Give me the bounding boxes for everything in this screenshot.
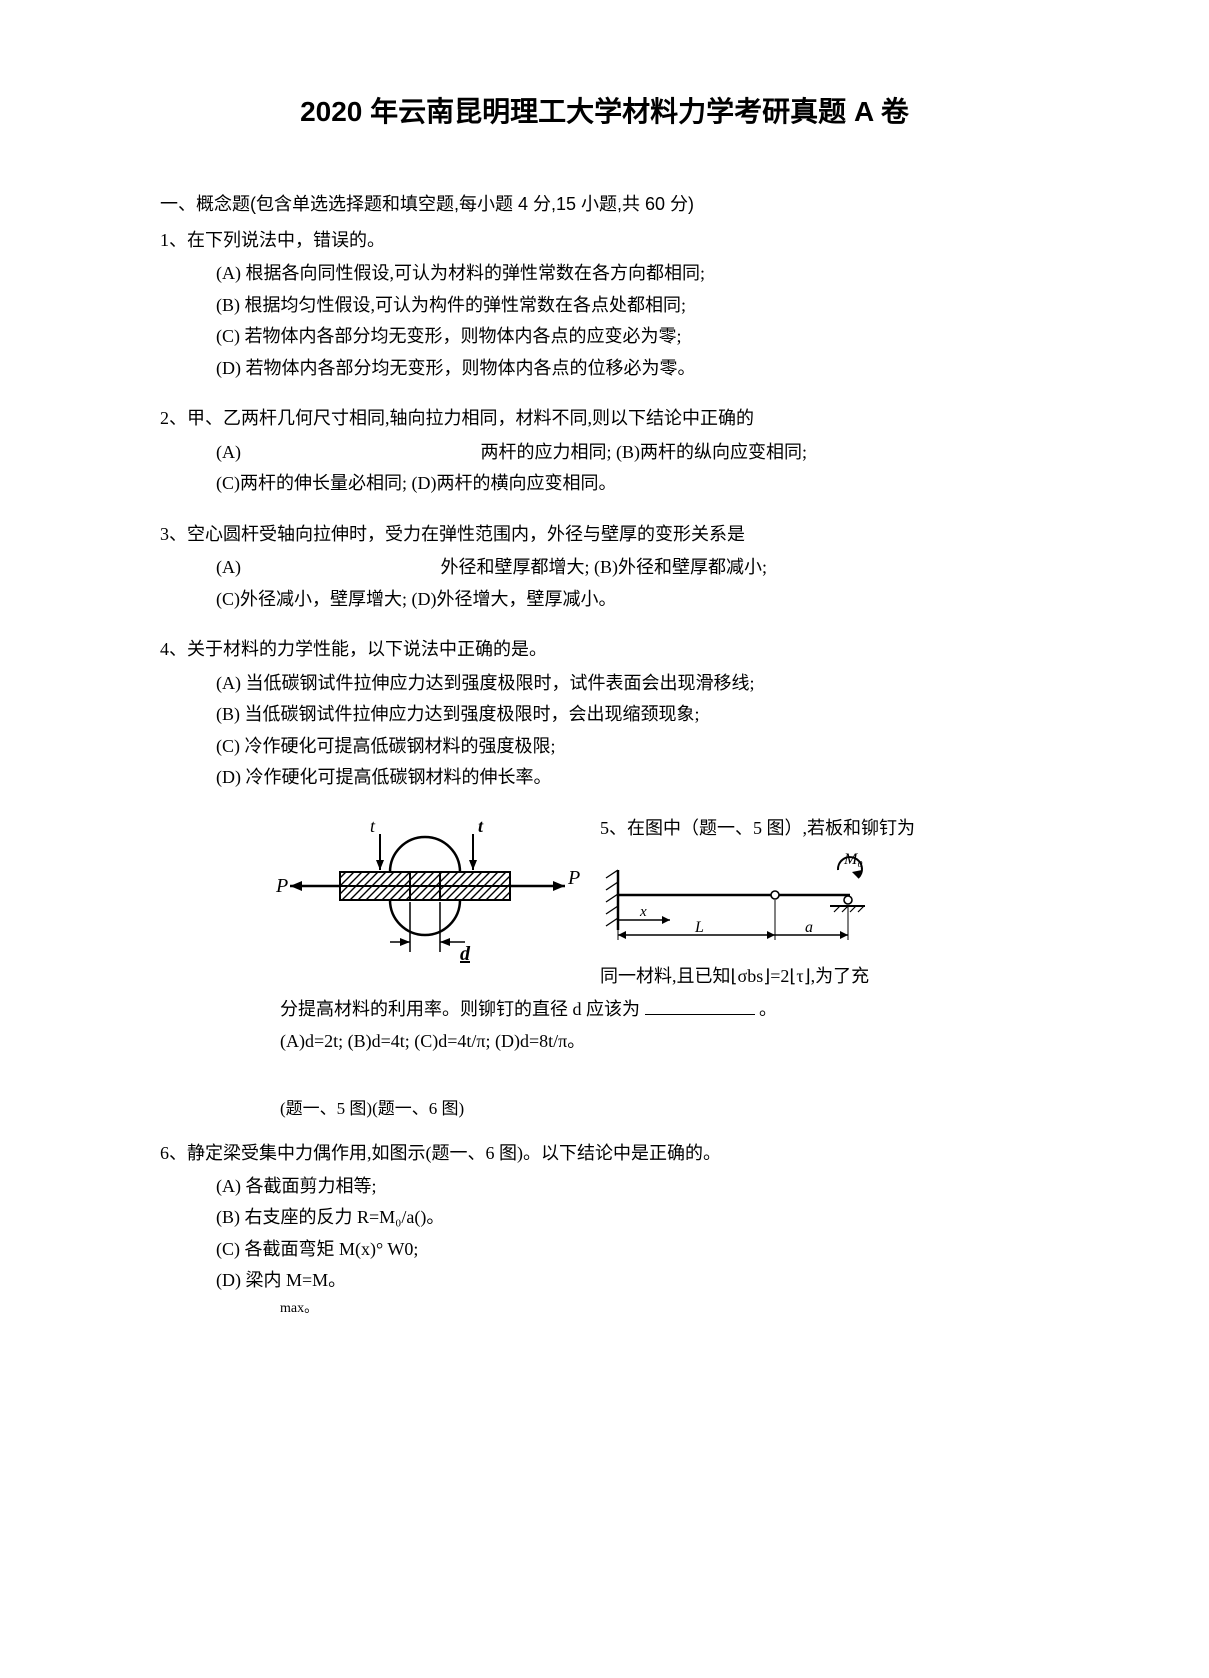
q4-option-b: (B) 当低碳钢试件拉伸应力达到强度极限时，会出现缩颈现象; [160, 699, 1049, 731]
q5-continuation: 分提高材料的利用率。则铆钉的直径 d 应该为 。 [160, 993, 1049, 1025]
fig5-t-right: t [478, 816, 484, 836]
q4-option-a: (A) 当低碳钢试件拉伸应力达到强度极限时，试件表面会出现滑移线; [160, 668, 1049, 700]
q3-line1-rest: 外径和壁厚都增大; (B)外径和壁厚都减小; [441, 557, 768, 577]
q5-mid: 同一材料,且已知⌊σbs⌋=2⌊τ⌋,为了充 [600, 960, 1049, 992]
figure-5-svg: P P t t d [270, 812, 580, 972]
section-header: 一、概念题(包含单选选择题和填空题,每小题 4 分,15 小题,共 60 分) [160, 190, 1049, 216]
q6-option-d2: max。 [160, 1297, 1049, 1322]
q5-end: 。 [759, 999, 777, 1019]
fig5-t-left: t [370, 816, 376, 836]
q6-option-d: (D) 梁内 M=M。 [160, 1265, 1049, 1297]
q4-option-d: (D) 冷作硬化可提高低碳钢材料的伸长率。 [160, 762, 1049, 794]
q5-options: (A)d=2t; (B)d=4t; (C)d=4t/π; (D)d=8t/π。 [160, 1025, 1049, 1057]
page-title: 2020 年云南昆明理工大学材料力学考研真题 A 卷 [160, 90, 1049, 130]
question-3: 3、空心圆杆受轴向拉伸时，受力在弹性范围内，外径与壁厚的变形关系是 (A) 外径… [160, 518, 1049, 615]
fig5-P-right: P [567, 867, 580, 889]
q2-line1: (A) 两杆的应力相同; (B)两杆的纵向应变相同; [160, 437, 1049, 469]
q6-option-a: (A) 各截面剪力相等; [160, 1171, 1049, 1203]
fig5-P-left: P [275, 875, 288, 897]
q1-option-d: (D) 若物体内各部分均无变形，则物体内各点的位移必为零。 [160, 353, 1049, 385]
q2-a-label: (A) [216, 437, 476, 469]
question-4: 4、关于材料的力学性能，以下说法中正确的是。 (A) 当低碳钢试件拉伸应力达到强… [160, 633, 1049, 793]
q1-stem: 1、在下列说法中，错误的。 [160, 224, 1049, 256]
figure-caption: (题一、5 图)(题一、6 图) [160, 1094, 1049, 1119]
q5-blank [645, 995, 755, 1015]
q2-line2: (C)两杆的伸长量必相同; (D)两杆的横向应变相同。 [160, 468, 1049, 500]
q1-option-b: (B) 根据均匀性假设,可认为构件的弹性常数在各点处都相同; [160, 290, 1049, 322]
q3-line1: (A) 外径和壁厚都增大; (B)外径和壁厚都减小; [160, 552, 1049, 584]
q5-intro: 5、在图中（题一、5 图）,若板和铆钉为 [600, 812, 1049, 844]
figure-6-svg: M₀ x L a [600, 850, 870, 950]
q5-right-column: 5、在图中（题一、5 图）,若板和铆钉为 M₀ [600, 812, 1049, 993]
q6-stem: 6、静定梁受集中力偶作用,如图示(题一、6 图)。以下结论中是正确的。 [160, 1137, 1049, 1169]
q1-option-a: (A) 根据各向同性假设,可认为材料的弹性常数在各方向都相同; [160, 258, 1049, 290]
question-6: 6、静定梁受集中力偶作用,如图示(题一、6 图)。以下结论中是正确的。 (A) … [160, 1137, 1049, 1322]
q3-line2: (C)外径减小，壁厚增大; (D)外径增大，壁厚减小。 [160, 584, 1049, 616]
fig6-x: x [639, 904, 647, 920]
fig6-M0: M₀ [843, 851, 863, 868]
q5-cont-text: 分提高材料的利用率。则铆钉的直径 d 应该为 [280, 999, 640, 1019]
q6-option-b: (B) 右支座的反力 R=M₀/a()。 [160, 1202, 1049, 1234]
q1-option-c: (C) 若物体内各部分均无变形，则物体内各点的应变必为零; [160, 321, 1049, 353]
q2-stem: 2、甲、乙两杆几何尺寸相同,轴向拉力相同，材料不同,则以下结论中正确的 [160, 402, 1049, 434]
q4-option-c: (C) 冷作硬化可提高低碳钢材料的强度极限; [160, 731, 1049, 763]
fig5-d-label: d [460, 943, 471, 965]
q3-a-label: (A) [216, 552, 436, 584]
question-1: 1、在下列说法中，错误的。 (A) 根据各向同性假设,可认为材料的弹性常数在各方… [160, 224, 1049, 384]
q5-figure-row: P P t t d 5、在图中（题一、5 图）,若板和铆钉为 [160, 812, 1049, 993]
fig6-a: a [805, 919, 813, 936]
q4-stem: 4、关于材料的力学性能，以下说法中正确的是。 [160, 633, 1049, 665]
figure-5-box: P P t t d [270, 812, 580, 977]
q2-line1-rest: 两杆的应力相同; (B)两杆的纵向应变相同; [481, 442, 808, 462]
q6-option-c: (C) 各截面弯矩 M(x)° W0; [160, 1234, 1049, 1266]
q3-stem: 3、空心圆杆受轴向拉伸时，受力在弹性范围内，外径与壁厚的变形关系是 [160, 518, 1049, 550]
question-2: 2、甲、乙两杆几何尺寸相同,轴向拉力相同，材料不同,则以下结论中正确的 (A) … [160, 402, 1049, 499]
fig6-L: L [694, 919, 704, 936]
